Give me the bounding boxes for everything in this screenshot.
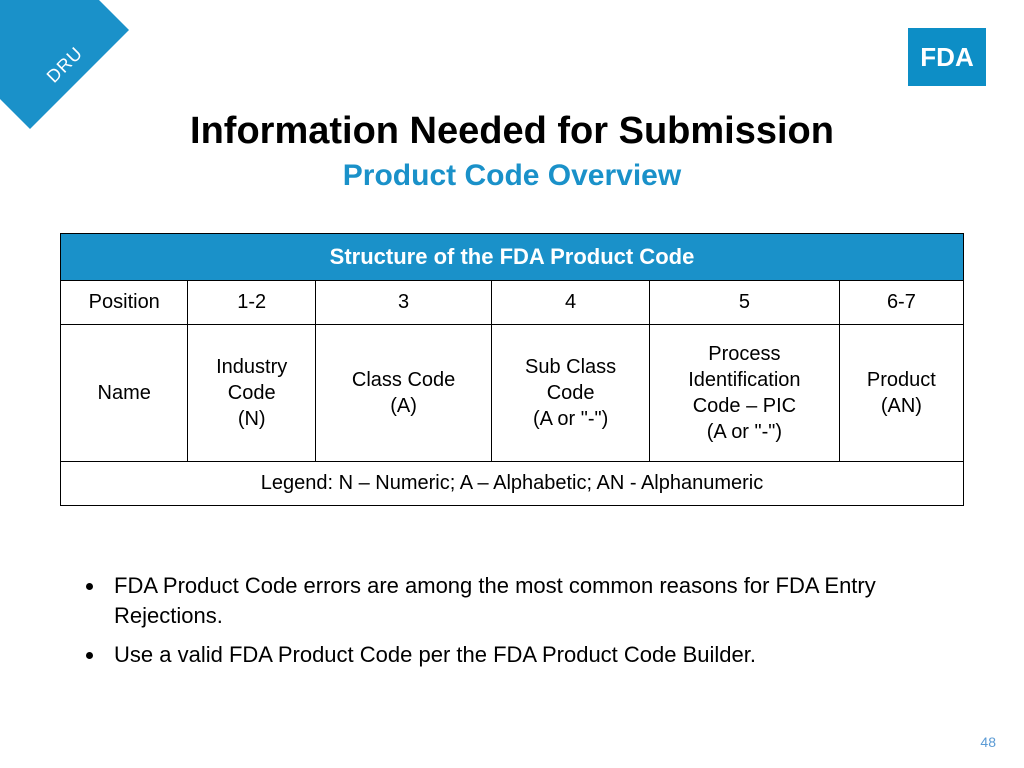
table-row-name: Name Industry Code (N) Class Code (A) Su… (61, 325, 964, 462)
table-cell: Position (61, 281, 188, 325)
page-subtitle: Product Code Overview (60, 159, 964, 193)
fda-logo: FDA (908, 28, 986, 86)
slide-content: Information Needed for Submission Produc… (0, 0, 1024, 670)
page-title: Information Needed for Submission (60, 110, 964, 153)
table-cell: Industry Code (N) (188, 325, 315, 462)
table-cell: 1-2 (188, 281, 315, 325)
table-cell: Process Identification Code – PIC (A or … (650, 325, 840, 462)
list-item: FDA Product Code errors are among the mo… (106, 571, 964, 630)
table-cell: 5 (650, 281, 840, 325)
table-row-position: Position 1-2 3 4 5 6-7 (61, 281, 964, 325)
table-title: Structure of the FDA Product Code (61, 234, 964, 281)
page-number: 48 (980, 734, 996, 750)
table-row-legend: Legend: N – Numeric; A – Alphabetic; AN … (61, 462, 964, 506)
product-code-table: Structure of the FDA Product Code Positi… (60, 233, 964, 506)
table-cell: Sub Class Code (A or "-") (492, 325, 650, 462)
table-cell: Name (61, 325, 188, 462)
table-cell: 6-7 (839, 281, 963, 325)
list-item: Use a valid FDA Product Code per the FDA… (106, 640, 964, 670)
table-cell: Product (AN) (839, 325, 963, 462)
table-cell: 3 (315, 281, 491, 325)
table-cell: 4 (492, 281, 650, 325)
table-legend: Legend: N – Numeric; A – Alphabetic; AN … (61, 462, 964, 506)
bullet-list: FDA Product Code errors are among the mo… (60, 571, 964, 670)
fda-logo-text: FDA (920, 42, 973, 73)
table-cell: Class Code (A) (315, 325, 491, 462)
